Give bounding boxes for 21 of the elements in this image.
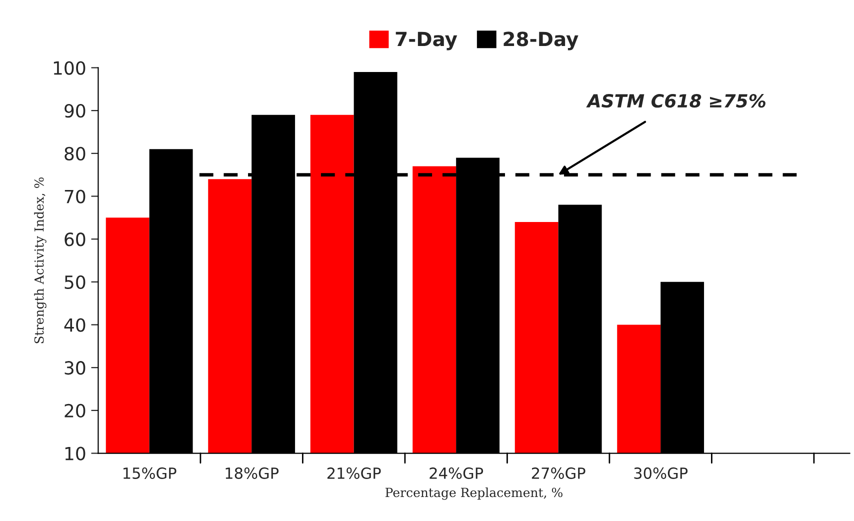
y-tick-label: 90 [64, 104, 86, 118]
x-tick-label: 21%GP [327, 467, 381, 479]
x-tick-label: 30%GP [634, 467, 688, 479]
y-tick-label: 30 [64, 361, 86, 375]
legend-label: 7-Day [396, 32, 458, 50]
x-tick-label: 24%GP [430, 467, 484, 479]
x-tick-label: 15%GP [124, 467, 176, 479]
y-tick-label: 40 [64, 318, 86, 332]
y-tick-label: 100 [54, 61, 86, 75]
annotation: ASTM C618 ≥75% [586, 94, 766, 108]
y-tick-label: 60 [64, 232, 86, 246]
legend-label: 28-Day [504, 32, 578, 50]
y-tick-label: 70 [64, 190, 86, 204]
y-tick-label: 20 [64, 404, 86, 418]
x-tick-label: 18%GP [226, 467, 279, 479]
y-axis-title: Strength Activity Index, % [34, 177, 46, 344]
y-tick-label: 10 [65, 446, 86, 460]
y-tick-label: 80 [64, 146, 86, 161]
x-axis-title: Percentage Replacement, % [385, 488, 562, 500]
x-tick-label: 27%GP [532, 467, 586, 479]
y-tick-label: 50 [64, 275, 86, 290]
